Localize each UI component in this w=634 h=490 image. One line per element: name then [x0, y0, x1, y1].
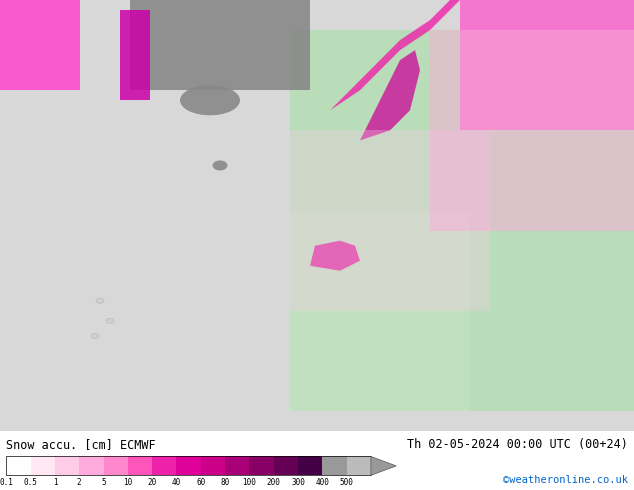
Polygon shape: [360, 50, 420, 141]
Polygon shape: [371, 457, 396, 475]
Bar: [120, 10, 150, 100]
Text: 20: 20: [148, 478, 157, 487]
Bar: [201, 457, 225, 475]
Bar: [347, 457, 371, 475]
Bar: [130, 0, 310, 90]
Bar: [290, 130, 490, 311]
Ellipse shape: [106, 318, 114, 323]
Text: 100: 100: [242, 478, 256, 487]
Bar: [290, 211, 470, 411]
Ellipse shape: [91, 333, 99, 339]
Text: 0.5: 0.5: [23, 478, 37, 487]
Bar: [6, 457, 371, 475]
Ellipse shape: [212, 160, 228, 171]
Text: Th 02-05-2024 00:00 UTC (00+24): Th 02-05-2024 00:00 UTC (00+24): [407, 438, 628, 451]
Text: ©weatheronline.co.uk: ©weatheronline.co.uk: [503, 475, 628, 485]
Bar: [30, 457, 55, 475]
Text: Snow accu. [cm] ECMWF: Snow accu. [cm] ECMWF: [6, 438, 156, 451]
Bar: [225, 457, 249, 475]
Bar: [0, 0, 80, 90]
Text: 0.1: 0.1: [0, 478, 13, 487]
Bar: [322, 457, 347, 475]
Bar: [430, 30, 634, 231]
Bar: [6, 457, 30, 475]
Bar: [55, 457, 79, 475]
Text: 400: 400: [315, 478, 329, 487]
Text: 10: 10: [123, 478, 133, 487]
Bar: [298, 457, 322, 475]
Bar: [103, 457, 128, 475]
Bar: [79, 457, 103, 475]
Text: 5: 5: [101, 478, 106, 487]
Bar: [128, 457, 152, 475]
Bar: [460, 0, 634, 130]
Text: 2: 2: [77, 478, 82, 487]
Text: 200: 200: [267, 478, 281, 487]
Bar: [152, 457, 176, 475]
Polygon shape: [330, 0, 460, 110]
Bar: [290, 30, 634, 411]
Text: 60: 60: [196, 478, 205, 487]
Text: 300: 300: [291, 478, 305, 487]
Polygon shape: [310, 241, 360, 271]
Text: 80: 80: [221, 478, 230, 487]
Text: 500: 500: [340, 478, 354, 487]
Text: 1: 1: [53, 478, 57, 487]
Text: 40: 40: [172, 478, 181, 487]
Bar: [274, 457, 298, 475]
Ellipse shape: [96, 298, 104, 303]
Ellipse shape: [180, 85, 240, 115]
Bar: [176, 457, 201, 475]
Bar: [249, 457, 274, 475]
